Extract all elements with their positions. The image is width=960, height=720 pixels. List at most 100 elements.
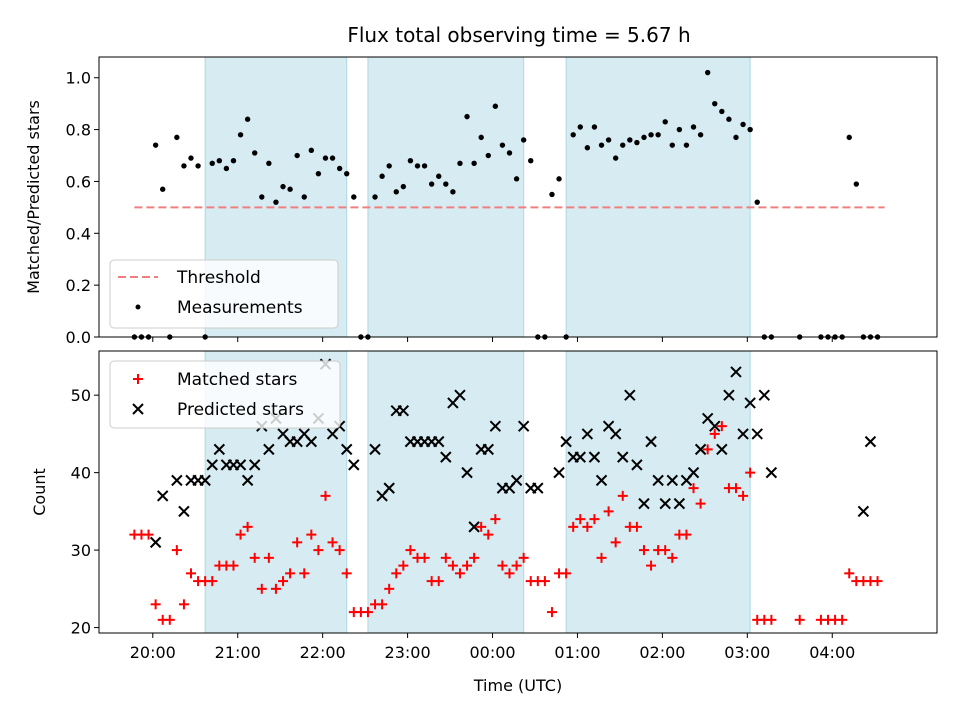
measurements-point <box>471 160 477 166</box>
matched-stars-point <box>582 521 593 532</box>
predicted-stars-point <box>156 490 169 502</box>
measurements-point <box>712 100 718 107</box>
matched-stars-point <box>249 552 260 563</box>
predicted-stars-point <box>581 428 594 440</box>
measurements-point <box>244 116 251 122</box>
measurements-point <box>344 170 350 177</box>
bottom-legend-box <box>109 360 341 429</box>
matched-stars-point <box>320 490 331 501</box>
matched-stars-point <box>207 576 218 587</box>
measurements-point <box>570 132 576 138</box>
predicted-stars-point <box>666 474 679 487</box>
measurements-point <box>252 150 258 156</box>
measurements-point <box>584 145 591 151</box>
top-y-tick-label: 0.0 <box>66 328 91 347</box>
measurements-point <box>648 132 654 138</box>
matched-stars-point <box>688 483 699 494</box>
top-legend: Threshold Measurements <box>109 259 339 329</box>
measurements-point <box>223 165 230 172</box>
x-tick-label: 21:00 <box>215 643 261 662</box>
measurements-point <box>620 142 626 148</box>
bottom-y-axis-label: Count <box>30 468 49 516</box>
measurements-point <box>308 147 315 154</box>
predicted-stars-point <box>609 428 622 440</box>
top-plot-frame <box>98 56 938 338</box>
measurements-point <box>301 194 307 200</box>
predicted-stars-point <box>397 404 410 417</box>
predicted-stars-point <box>645 435 657 448</box>
measurements-point <box>740 121 746 128</box>
measurements-point <box>287 186 293 192</box>
matched-stars-point <box>631 521 642 532</box>
matched-stars-point <box>341 568 352 579</box>
matched-stars-point <box>716 421 727 432</box>
measurements-point <box>485 152 491 159</box>
measurements-point <box>195 163 201 169</box>
matched-stars-point <box>263 552 274 563</box>
measurements-point <box>216 158 223 164</box>
top-y-axis-ticks: 0.0 0.2 0.4 0.6 0.8 1.0 <box>66 69 99 347</box>
measurements-point <box>414 163 421 169</box>
predicted-stars-point <box>553 466 565 479</box>
matched-stars-point <box>292 537 303 548</box>
measurements-point <box>513 176 520 182</box>
matched-stars-point <box>738 490 749 501</box>
measurements-point <box>577 124 583 130</box>
predicted-stars-point <box>263 443 275 456</box>
top-y-tick-label: 0.8 <box>66 121 91 140</box>
matched-stars-point <box>617 490 628 501</box>
matched-stars-point <box>794 614 805 625</box>
matched-stars-point <box>278 576 289 587</box>
predicted-stars-point <box>617 451 629 463</box>
predicted-stars-point <box>305 435 318 448</box>
measurements-point <box>704 69 711 76</box>
predicted-stars-point <box>510 474 523 487</box>
matched-stars-point <box>610 537 621 548</box>
predicted-stars-point <box>638 497 650 510</box>
predicted-stars-point <box>461 466 473 479</box>
bottom-y-axis-ticks: 20 30 40 50 <box>71 386 99 638</box>
matched-stars-point <box>596 552 607 563</box>
measurements-point <box>294 152 300 159</box>
measurements-point <box>478 134 484 141</box>
matched-stars-point <box>242 521 253 532</box>
predicted-stars-point <box>206 459 218 471</box>
matched-stars-point <box>660 545 671 556</box>
measurements-point <box>336 165 343 172</box>
measurements-point <box>181 163 187 169</box>
predicted-stars-point <box>517 420 530 432</box>
predicted-stars-point <box>149 536 162 549</box>
measurements-point <box>641 134 647 141</box>
measurements-point <box>726 116 732 122</box>
measurements-point <box>386 163 392 169</box>
measurements-legend-swatch <box>135 304 141 310</box>
matched-stars-point <box>299 568 310 579</box>
measurements-point <box>492 103 499 109</box>
matched-stars-point <box>256 583 267 594</box>
matched-stars-point <box>306 529 317 540</box>
predicted-stars-point <box>709 420 721 432</box>
measurements-point <box>372 194 378 200</box>
x-tick-label: 03:00 <box>724 643 770 662</box>
x-axis-label: Time (UTC) <box>473 676 562 695</box>
matched-stars-point <box>476 521 487 532</box>
top-x-axis-ticks <box>152 337 833 342</box>
measurements-point <box>634 139 640 146</box>
matched-stars-point <box>377 599 388 610</box>
matched-stars-point <box>646 560 657 571</box>
bot-observing-window-2 <box>367 350 525 634</box>
matched-stars-point <box>511 560 522 571</box>
predicted-stars-point <box>723 389 735 401</box>
x-tick-label: 01:00 <box>554 643 600 662</box>
predicted-stars-point <box>751 428 763 440</box>
matched-stars-point <box>667 552 678 563</box>
bottom-legend: Matched stars Predicted stars <box>109 360 341 429</box>
x-tick-label: 22:00 <box>300 643 346 662</box>
top-y-axis-label: Matched/Predicted stars <box>24 100 43 294</box>
matched-stars-point <box>872 576 883 587</box>
measurements-point <box>733 134 739 141</box>
matched-stars-point <box>327 537 338 548</box>
matched-stars-point <box>313 545 324 556</box>
predicted-stars-point <box>673 497 686 510</box>
